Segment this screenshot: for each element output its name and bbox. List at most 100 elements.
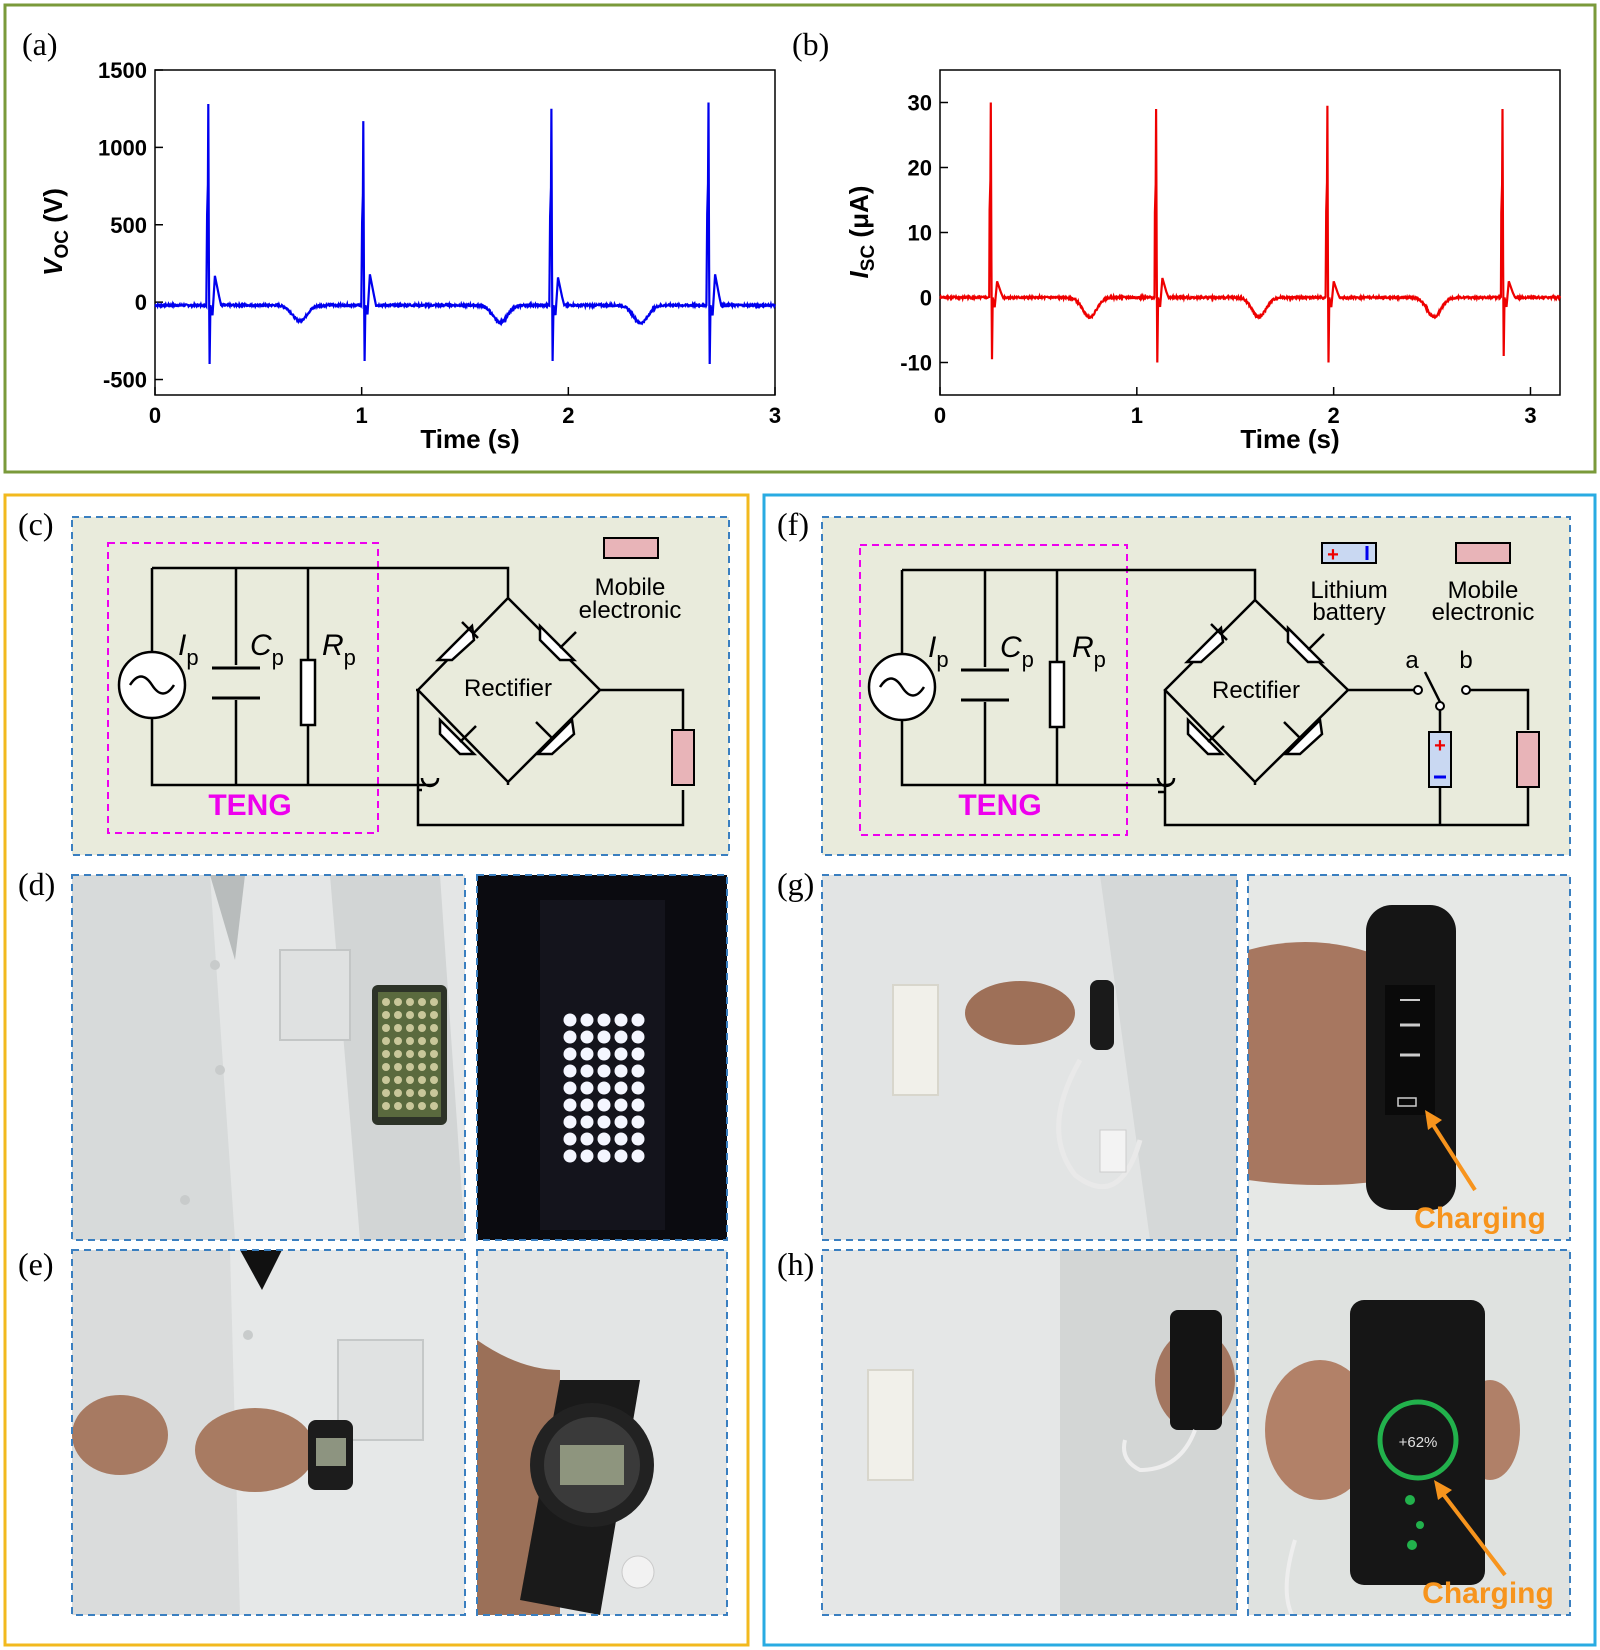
- led-lit: [563, 1013, 577, 1027]
- led-lit: [614, 1064, 628, 1078]
- led-unlit: [418, 1076, 426, 1084]
- led-lit: [631, 1098, 645, 1112]
- led-lit: [614, 1030, 628, 1044]
- led-unlit: [394, 1011, 402, 1019]
- resistor-c: [299, 658, 317, 727]
- diode-c3: [438, 716, 478, 756]
- led-lit: [597, 1149, 611, 1163]
- chart-a-ylabel: VOC (V): [38, 188, 73, 276]
- led-unlit: [430, 1024, 438, 1032]
- led-unlit: [418, 1011, 426, 1019]
- led-unlit: [382, 1089, 390, 1097]
- chart-b-series-line: [939, 102, 1562, 363]
- rectifier-label-c: Rectifier: [464, 675, 552, 702]
- battery-plus-f: +: [1434, 735, 1446, 757]
- teng-box-f: [859, 544, 1128, 836]
- diode-c1: [434, 621, 479, 662]
- panel-label-c: (c): [18, 506, 54, 542]
- teng-box-c: [107, 542, 379, 834]
- mobile-load-f: [1516, 731, 1540, 788]
- chart-b-xtick-label-0: 0: [934, 403, 946, 428]
- led-unlit: [394, 1050, 402, 1058]
- photo-e-watch-closeup: [476, 1249, 728, 1616]
- led-lit: [614, 1098, 628, 1112]
- mobile-legend-c-line2: electronic: [579, 597, 682, 624]
- ip-label-f: Ip: [928, 631, 949, 672]
- led-lit: [563, 1149, 577, 1163]
- photo-d-coat-with-led-patch: [71, 874, 466, 1241]
- led-unlit: [394, 1063, 402, 1071]
- led-lit: [614, 1149, 628, 1163]
- mobile-legend-f-line1: Mobile: [1448, 577, 1519, 604]
- chart-b-yticks: -10 0 10 20 30: [900, 91, 948, 376]
- resistor-f: [1048, 660, 1066, 729]
- charging-arrow-h: [1438, 1488, 1507, 1577]
- chart-b-ylabel: ISC (μA): [844, 186, 879, 279]
- chart-a-series-line: [154, 102, 777, 365]
- led-unlit: [394, 1076, 402, 1084]
- led-lit: [597, 1030, 611, 1044]
- led-unlit: [430, 1076, 438, 1084]
- panel-label-h: (h): [777, 1246, 814, 1282]
- switch-pivot: [1435, 701, 1445, 711]
- mobile-legend-c-line1: Mobile: [595, 574, 666, 601]
- switch-label-b: b: [1459, 647, 1472, 674]
- led-unlit: [430, 1037, 438, 1045]
- led-unlit: [430, 1063, 438, 1071]
- led-unlit: [406, 1011, 414, 1019]
- led-unlit: [430, 1089, 438, 1097]
- led-lit: [563, 1115, 577, 1129]
- phone-percent-label: +62%: [1399, 1434, 1438, 1451]
- led-unlit: [394, 1024, 402, 1032]
- photo-h-phone-charging: +62% Charging: [1247, 1249, 1571, 1616]
- led-unlit: [418, 1089, 426, 1097]
- chart-a-ytick-label-2: 500: [110, 213, 147, 238]
- panel-label-a: (a): [22, 26, 58, 62]
- led-unlit: [382, 1102, 390, 1110]
- circuit-c-wires: [150, 566, 685, 827]
- led-lit: [597, 1013, 611, 1027]
- chart-a-ytick-label-3: 1000: [98, 135, 147, 160]
- sine-symbol-f: [878, 677, 926, 697]
- led-lit: [563, 1030, 577, 1044]
- led-lit: [563, 1064, 577, 1078]
- led-lit: [614, 1047, 628, 1061]
- chart-a-xticks: 0 1 2 3: [149, 387, 781, 428]
- teng-label-c: TENG: [208, 789, 291, 822]
- panel-label-e: (e): [18, 1246, 54, 1282]
- led-unlit: [382, 1076, 390, 1084]
- rp-label-c: Rp: [322, 629, 356, 670]
- led-lit: [631, 1013, 645, 1027]
- led-unlit: [418, 1024, 426, 1032]
- diode-f3: [1186, 716, 1226, 756]
- chart-b-ytick-label-2: 10: [908, 221, 932, 246]
- ip-label-c: Ip: [178, 629, 199, 670]
- switch-lever: [1423, 671, 1442, 703]
- led-lit: [580, 1047, 594, 1061]
- chart-a-ytick-label-1: 0: [135, 290, 147, 315]
- battery-legend-f: [1321, 542, 1377, 564]
- led-unlit: [394, 1089, 402, 1097]
- mobile-load-c: [671, 729, 695, 786]
- led-unlit: [430, 1102, 438, 1110]
- circuit-c: (c) TENG Mobile electronic Rectifier Ip …: [18, 506, 730, 856]
- led-lit: [580, 1132, 594, 1146]
- charging-arrow-g: [1428, 1118, 1477, 1192]
- battery-legend-plus: +: [1327, 544, 1339, 566]
- led-lit: [580, 1115, 594, 1129]
- led-lit: [580, 1081, 594, 1095]
- chart-a-ytick-label-0: -500: [103, 368, 147, 393]
- led-unlit: [418, 1037, 426, 1045]
- chart-a-plot-area: [154, 69, 776, 396]
- mobile-legend-c: [603, 537, 659, 559]
- led-lit: [580, 1098, 594, 1112]
- led-lit: [580, 1064, 594, 1078]
- chart-a-xtick-label-0: 0: [149, 403, 161, 428]
- led-lit: [580, 1030, 594, 1044]
- chart-b: (b) -10 0 10 20 30 0 1 2 3 Time (s) ISC (μA): [792, 26, 1562, 454]
- led-unlit: [394, 1102, 402, 1110]
- diode-f2: [1286, 624, 1326, 664]
- panel-label-d: (d): [18, 866, 55, 902]
- circuit-f-background: [821, 516, 1571, 856]
